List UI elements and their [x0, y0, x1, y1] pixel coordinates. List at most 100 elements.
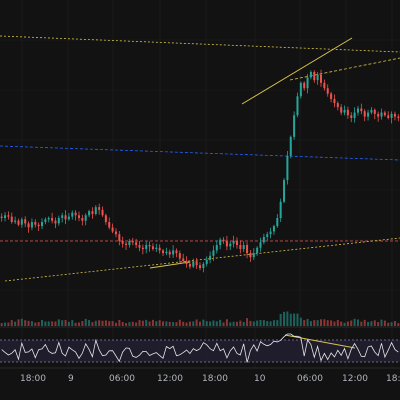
candle-body[interactable] — [94, 207, 97, 214]
candle-body[interactable] — [111, 227, 114, 232]
candle-body[interactable] — [222, 239, 225, 241]
candle-body[interactable] — [367, 112, 370, 117]
candle-body[interactable] — [397, 116, 400, 118]
candle-body[interactable] — [4, 215, 7, 218]
candle-body[interactable] — [320, 74, 323, 83]
candle-body[interactable] — [182, 258, 185, 262]
candle-body[interactable] — [239, 245, 242, 250]
candle-body[interactable] — [51, 217, 54, 221]
candle-body[interactable] — [128, 240, 131, 246]
candle-body[interactable] — [74, 212, 77, 216]
candle-body[interactable] — [57, 217, 60, 224]
candle-body[interactable] — [172, 250, 175, 255]
candle-body[interactable] — [88, 211, 91, 216]
candle-body[interactable] — [118, 234, 121, 241]
candle-body[interactable] — [266, 234, 269, 237]
candle-body[interactable] — [256, 247, 259, 254]
candle-body[interactable] — [330, 93, 333, 100]
candle-body[interactable] — [370, 109, 373, 113]
candle-body[interactable] — [148, 245, 151, 247]
candle-body[interactable] — [108, 222, 111, 228]
candle-body[interactable] — [81, 217, 84, 221]
candle-body[interactable] — [393, 113, 396, 117]
candle-body[interactable] — [30, 222, 33, 228]
candle-body[interactable] — [24, 219, 27, 224]
candle-body[interactable] — [242, 245, 245, 250]
candle-body[interactable] — [98, 207, 101, 210]
candle-body[interactable] — [104, 215, 107, 223]
candle-body[interactable] — [151, 246, 154, 250]
candle-body[interactable] — [316, 74, 319, 81]
candle-body[interactable] — [41, 222, 44, 227]
candle-body[interactable] — [360, 108, 363, 112]
candle-body[interactable] — [67, 216, 70, 220]
candle-body[interactable] — [64, 215, 67, 220]
candle-body[interactable] — [14, 220, 17, 223]
candle-body[interactable] — [10, 216, 13, 223]
candle-body[interactable] — [135, 242, 138, 246]
candle-body[interactable] — [175, 250, 178, 254]
candle-body[interactable] — [333, 99, 336, 104]
candle-body[interactable] — [77, 215, 80, 218]
candle-body[interactable] — [289, 136, 292, 156]
candle-body[interactable] — [303, 82, 306, 89]
candle-body[interactable] — [54, 220, 57, 224]
candle-body[interactable] — [219, 239, 222, 246]
candle-body[interactable] — [145, 245, 148, 250]
candle-body[interactable] — [91, 211, 94, 214]
candle-body[interactable] — [363, 111, 366, 117]
candle-body[interactable] — [155, 247, 158, 250]
candle-body[interactable] — [346, 109, 349, 116]
candle-body[interactable] — [158, 247, 161, 251]
candle-body[interactable] — [235, 240, 238, 246]
candle-body[interactable] — [380, 112, 383, 117]
candle-body[interactable] — [306, 77, 309, 89]
candle-body[interactable] — [229, 243, 232, 247]
candle-body[interactable] — [44, 219, 47, 223]
candle-body[interactable] — [309, 72, 312, 78]
candle-body[interactable] — [131, 240, 134, 243]
candle-body[interactable] — [185, 261, 188, 264]
candle-body[interactable] — [138, 245, 141, 248]
candle-body[interactable] — [188, 263, 191, 267]
candle-body[interactable] — [101, 209, 104, 216]
candle-body[interactable] — [286, 155, 289, 181]
candle-body[interactable] — [121, 240, 124, 244]
candle-body[interactable] — [249, 253, 252, 258]
candle-body[interactable] — [178, 253, 181, 259]
candle-body[interactable] — [377, 113, 380, 117]
candle-body[interactable] — [323, 82, 326, 89]
candle-body[interactable] — [162, 250, 165, 254]
candle-body[interactable] — [356, 108, 359, 113]
price-pane[interactable] — [0, 69, 400, 273]
candle-body[interactable] — [246, 245, 249, 254]
candle-body[interactable] — [373, 109, 376, 114]
candle-body[interactable] — [165, 251, 168, 254]
candle-body[interactable] — [71, 212, 74, 217]
candle-body[interactable] — [336, 103, 339, 108]
candle-body[interactable] — [141, 247, 144, 250]
candle-body[interactable] — [168, 251, 171, 255]
candle-body[interactable] — [215, 245, 218, 251]
candle-body[interactable] — [198, 265, 202, 268]
candle-body[interactable] — [47, 217, 50, 220]
candle-body[interactable] — [202, 263, 205, 268]
candle-body[interactable] — [387, 115, 390, 118]
candle-body[interactable] — [340, 107, 343, 113]
candle-body[interactable] — [353, 112, 356, 118]
candle-body[interactable] — [17, 220, 20, 225]
candle-body[interactable] — [262, 236, 265, 243]
candle-body[interactable] — [27, 223, 30, 228]
candle-body[interactable] — [283, 180, 286, 202]
candle-body[interactable] — [279, 201, 282, 218]
candle-body[interactable] — [114, 231, 117, 235]
candle-body[interactable] — [61, 215, 64, 218]
candle-body[interactable] — [296, 96, 299, 116]
candle-body[interactable] — [390, 113, 393, 118]
candle-body[interactable] — [125, 243, 128, 246]
candle-body[interactable] — [313, 72, 316, 81]
candle-body[interactable] — [225, 240, 228, 247]
candle-body[interactable] — [269, 231, 272, 235]
candle-body[interactable] — [0, 216, 3, 218]
